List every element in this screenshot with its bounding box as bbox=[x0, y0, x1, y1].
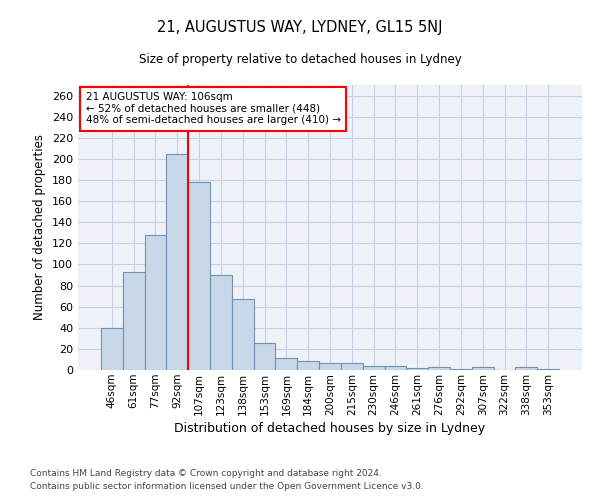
Bar bbox=[472, 367, 494, 370]
Y-axis label: Number of detached properties: Number of detached properties bbox=[34, 134, 46, 320]
Bar bbox=[450, 369, 472, 370]
Bar bbox=[101, 328, 123, 370]
Bar bbox=[145, 235, 166, 370]
Text: Size of property relative to detached houses in Lydney: Size of property relative to detached ho… bbox=[139, 52, 461, 66]
Bar bbox=[254, 342, 275, 370]
X-axis label: Distribution of detached houses by size in Lydney: Distribution of detached houses by size … bbox=[175, 422, 485, 435]
Text: Contains HM Land Registry data © Crown copyright and database right 2024.: Contains HM Land Registry data © Crown c… bbox=[30, 468, 382, 477]
Bar bbox=[210, 275, 232, 370]
Bar bbox=[232, 300, 254, 370]
Bar bbox=[537, 369, 559, 370]
Bar bbox=[319, 362, 341, 370]
Text: 21 AUGUSTUS WAY: 106sqm
← 52% of detached houses are smaller (448)
48% of semi-d: 21 AUGUSTUS WAY: 106sqm ← 52% of detache… bbox=[86, 92, 341, 126]
Text: 21, AUGUSTUS WAY, LYDNEY, GL15 5NJ: 21, AUGUSTUS WAY, LYDNEY, GL15 5NJ bbox=[157, 20, 443, 35]
Bar bbox=[406, 368, 428, 370]
Bar bbox=[385, 366, 406, 370]
Bar bbox=[341, 362, 363, 370]
Text: Contains public sector information licensed under the Open Government Licence v3: Contains public sector information licen… bbox=[30, 482, 424, 491]
Bar bbox=[188, 182, 210, 370]
Bar bbox=[297, 360, 319, 370]
Bar bbox=[166, 154, 188, 370]
Bar bbox=[428, 367, 450, 370]
Bar bbox=[515, 367, 537, 370]
Bar bbox=[275, 358, 297, 370]
Bar bbox=[123, 272, 145, 370]
Bar bbox=[363, 366, 385, 370]
